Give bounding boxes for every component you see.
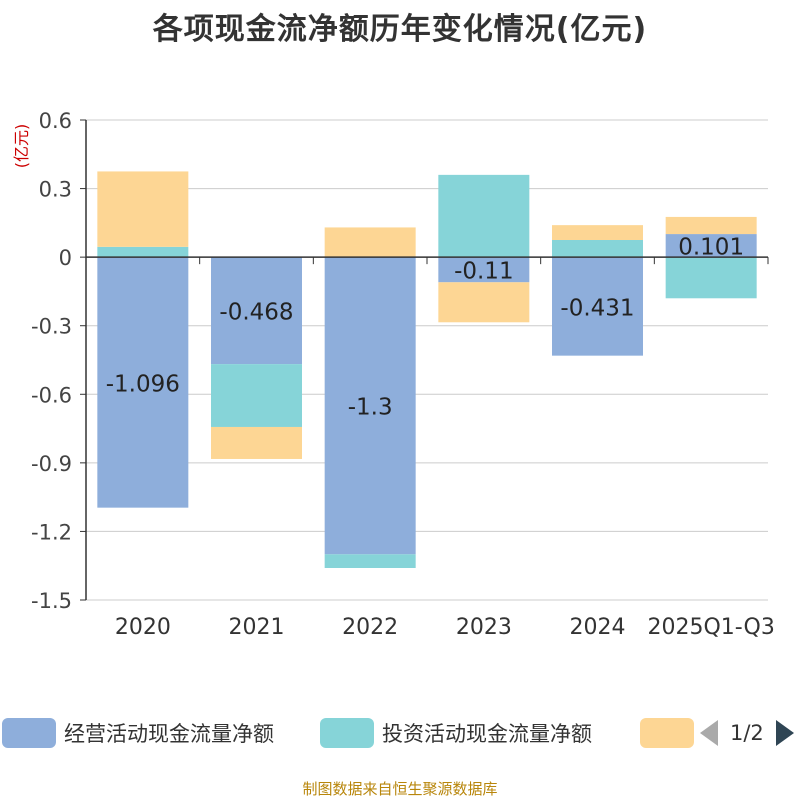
y-tick-label: 0.3 [39,178,72,202]
data-label-2025Q1-Q3: 0.101 [678,235,744,261]
bar-financing-2025Q1-Q3 [665,216,757,235]
bar-financing-2020 [97,171,189,247]
legend-item-financing[interactable] [640,718,694,748]
y-tick-label: -1.2 [31,520,72,544]
y-tick-label: 0.6 [39,109,72,133]
bar-operating-2023 [438,257,530,283]
prev-page-icon[interactable] [700,720,718,746]
y-tick-label: -0.3 [31,315,72,339]
bar-investing-2021 [211,364,302,427]
legend-item-operating[interactable]: 经营活动现金流量净额 [2,718,274,748]
bar-chart: 0.6 0.3 0 -0.3 -0.6 -0.9 -1.2 -1.5 (亿元) -1.096 -0.… [12,109,775,640]
bar-investing-2024 [552,240,643,258]
bar-investing-2020 [97,246,189,258]
bar-financing-2022 [324,227,416,258]
bar-operating-2020 [97,257,189,508]
data-label-2020: -1.096 [106,371,180,397]
bar-operating-2025Q1-Q3 [665,234,757,258]
data-label-2024: -0.431 [560,295,634,321]
bar-operating-2021 [211,257,302,365]
source-footer: 制图数据来自恒生聚源数据库 [302,780,498,798]
legend: 经营活动现金流量净额 投资活动现金流量净额 1/2 [0,712,800,756]
x-tick-label: 2023 [456,615,512,640]
x-tick-label: 2020 [115,615,171,640]
bar-financing-2024 [552,225,643,240]
y-tick-label: 0 [59,246,72,270]
bar-operating-2024 [552,257,643,356]
x-tick-label: 2021 [229,615,285,640]
legend-page-indicator: 1/2 [730,721,764,745]
bar-operating-2022 [324,257,416,555]
legend-swatch-investing [320,718,374,748]
next-page-icon[interactable] [775,720,794,746]
y-tick-label: -0.9 [31,452,72,476]
bar-financing-2021 [211,426,302,459]
data-label-2022: -1.3 [348,395,393,421]
x-tick-label: 2025Q1-Q3 [647,615,774,640]
chart-title: 各项现金流净额历年变化情况(亿元) [152,12,648,47]
legend-pager: 1/2 [700,718,794,748]
data-label-2023: -0.11 [454,259,514,285]
legend-swatch-financing [640,718,694,748]
y-axis-unit-label: (亿元) [12,124,31,169]
bar-investing-2023 [438,174,530,258]
legend-label-operating: 经营活动现金流量净额 [64,722,274,746]
legend-item-investing[interactable]: 投资活动现金流量净额 [320,718,592,748]
bar-financing-2023 [438,282,530,323]
legend-label-investing: 投资活动现金流量净额 [382,722,592,746]
y-tick-label: -1.5 [31,589,72,613]
x-tick-label: 2022 [342,615,398,640]
bar-investing-2022 [324,554,416,568]
y-tick-label: -0.6 [31,383,72,407]
x-tick-label: 2024 [570,615,626,640]
legend-swatch-operating [2,718,56,748]
bar-investing-2025Q1-Q3 [665,257,757,299]
data-label-2021: -0.468 [219,300,293,326]
